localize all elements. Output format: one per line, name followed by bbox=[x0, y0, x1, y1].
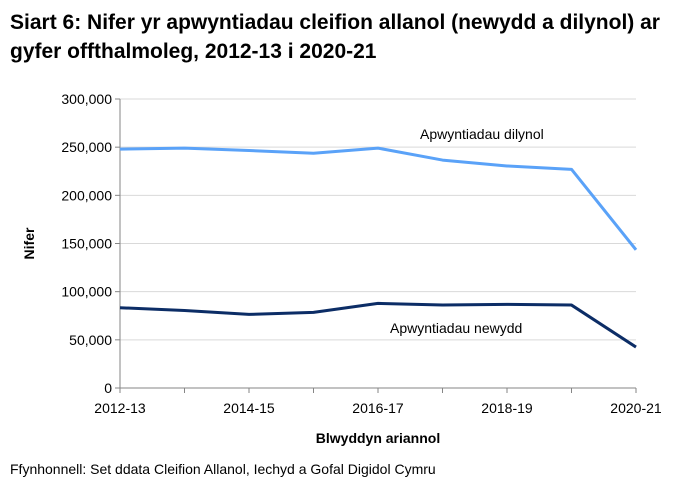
series-line bbox=[119, 301, 637, 349]
y-tick-label: 0 bbox=[104, 380, 112, 396]
x-tick-label: 2016-17 bbox=[352, 400, 404, 416]
series-line bbox=[119, 146, 638, 251]
y-tick-label: 150,000 bbox=[61, 236, 112, 252]
chart-title: Siart 6: Nifer yr apwyntiadau cleifion a… bbox=[10, 11, 660, 63]
y-tick-label: 100,000 bbox=[61, 284, 112, 300]
y-tick-label: 300,000 bbox=[61, 91, 112, 107]
y-axis-title: Nifer bbox=[21, 227, 37, 259]
source-note: Ffynhonnell: Set ddata Cleifion Allanol,… bbox=[10, 461, 436, 477]
series-label-newydd: Apwyntiadau newydd bbox=[390, 320, 522, 336]
x-axis-title: Blwyddyn ariannol bbox=[316, 430, 440, 446]
y-tick-label: 200,000 bbox=[61, 187, 112, 203]
y-tick-label: 50,000 bbox=[69, 332, 112, 348]
x-tick-label: 2018-19 bbox=[481, 400, 533, 416]
y-tick-label: 250,000 bbox=[61, 139, 112, 155]
x-tick-label: 2014-15 bbox=[223, 400, 275, 416]
x-tick-label: 2020-21 bbox=[610, 400, 662, 416]
x-tick-label: 2012-13 bbox=[94, 400, 146, 416]
series-label-dilynol: Apwyntiadau dilynol bbox=[420, 126, 544, 142]
